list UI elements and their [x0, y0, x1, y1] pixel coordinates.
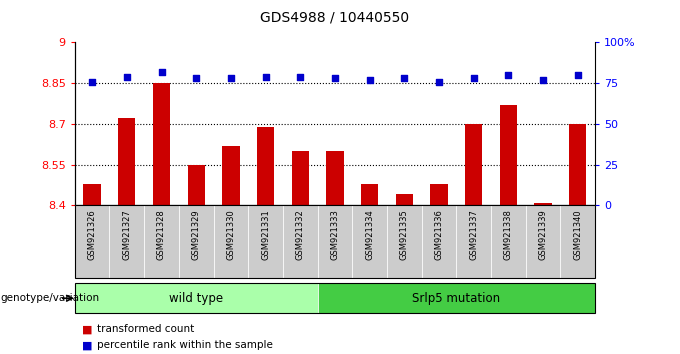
Bar	[569, 124, 586, 205]
Bar	[465, 124, 482, 205]
Text: GSM921334: GSM921334	[365, 209, 374, 260]
Text: GSM921326: GSM921326	[88, 209, 97, 260]
Text: GSM921336: GSM921336	[435, 209, 443, 260]
Bar	[222, 145, 239, 205]
Point	[329, 75, 340, 81]
Text: GSM921332: GSM921332	[296, 209, 305, 260]
Text: GSM921329: GSM921329	[192, 209, 201, 259]
Point	[156, 69, 167, 75]
Bar	[257, 127, 274, 205]
Text: GSM921340: GSM921340	[573, 209, 582, 259]
Text: genotype/variation: genotype/variation	[1, 293, 100, 303]
Text: ■: ■	[82, 340, 92, 350]
Point	[468, 75, 479, 81]
Point	[398, 75, 409, 81]
Point	[503, 72, 514, 78]
Bar	[326, 151, 343, 205]
Text: Srlp5 mutation: Srlp5 mutation	[412, 292, 500, 305]
Text: GSM921339: GSM921339	[539, 209, 547, 260]
Text: wild type: wild type	[169, 292, 223, 305]
Text: GSM921333: GSM921333	[330, 209, 339, 260]
Point	[364, 77, 375, 83]
Point	[226, 75, 237, 81]
Bar	[188, 165, 205, 205]
Point	[537, 77, 548, 83]
Bar	[396, 194, 413, 205]
Point	[260, 74, 271, 80]
Text: GSM921327: GSM921327	[122, 209, 131, 260]
Bar	[430, 184, 447, 205]
Point	[434, 79, 445, 84]
Text: GSM921335: GSM921335	[400, 209, 409, 260]
Point	[121, 74, 132, 80]
Bar	[153, 83, 170, 205]
Bar	[84, 184, 101, 205]
Point	[190, 75, 201, 81]
Bar	[118, 119, 135, 205]
Text: GDS4988 / 10440550: GDS4988 / 10440550	[260, 11, 409, 25]
Text: GSM921337: GSM921337	[469, 209, 478, 260]
Text: GSM921328: GSM921328	[157, 209, 166, 260]
Point	[294, 74, 305, 80]
Bar	[534, 202, 551, 205]
Text: GSM921331: GSM921331	[261, 209, 270, 260]
Text: ■: ■	[82, 324, 92, 334]
Text: GSM921338: GSM921338	[504, 209, 513, 260]
Text: GSM921330: GSM921330	[226, 209, 235, 260]
Text: percentile rank within the sample: percentile rank within the sample	[97, 340, 273, 350]
Point	[572, 72, 583, 78]
Bar	[361, 184, 378, 205]
Bar	[500, 105, 517, 205]
Text: transformed count: transformed count	[97, 324, 194, 334]
Point	[87, 79, 98, 84]
Bar	[292, 151, 309, 205]
